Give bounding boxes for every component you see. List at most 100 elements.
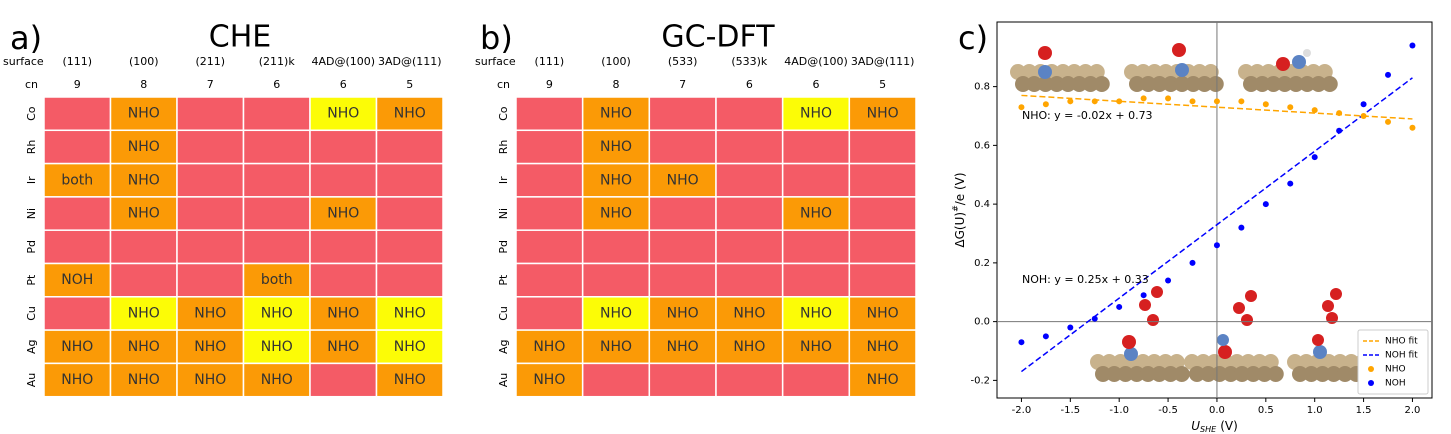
- slab-atom: [1048, 76, 1065, 92]
- cell: [715, 362, 784, 398]
- data-point: [1262, 101, 1269, 108]
- slab-atom: [1325, 366, 1342, 382]
- cell: [375, 229, 444, 265]
- cell-label: NHO: [394, 106, 426, 122]
- x-tick-label: 1.5: [1356, 405, 1372, 416]
- fit-line: [1021, 94, 1413, 120]
- cell: [715, 262, 784, 298]
- slab-atom: [1173, 366, 1190, 382]
- cell: [43, 96, 112, 132]
- legend-swatch: [1368, 380, 1374, 386]
- slab-atom: [1260, 64, 1277, 80]
- molecule-image: [1124, 43, 1224, 92]
- slab-atom: [1090, 354, 1106, 370]
- cell: [715, 296, 784, 331]
- adsorbate-atom: [1151, 286, 1163, 298]
- row-label: Pt: [497, 274, 510, 286]
- cell: [715, 196, 784, 231]
- cell-label: NHO: [327, 206, 359, 222]
- cell: [848, 262, 917, 298]
- slab-atom: [1238, 64, 1254, 80]
- cell: [648, 329, 717, 365]
- slab-atom: [1088, 64, 1105, 80]
- cell: [242, 96, 311, 132]
- cell: [309, 329, 378, 365]
- data-point: [1091, 315, 1098, 322]
- cell: [242, 129, 311, 165]
- column-label: (100): [129, 55, 159, 68]
- x-tick-label: -2.0: [1012, 405, 1032, 416]
- cell: [581, 362, 651, 398]
- fit-annotation: NHO: y = -0.02x + 0.73: [1022, 109, 1153, 122]
- row-header: surface: [475, 55, 516, 68]
- data-point: [1311, 154, 1318, 161]
- cell: [515, 196, 584, 231]
- y-tick-label: 0.2: [974, 258, 990, 269]
- cell: [309, 229, 378, 265]
- slab-atom: [1095, 366, 1111, 382]
- column-label: (111): [535, 55, 565, 68]
- cell-label: both: [61, 172, 93, 188]
- slab-atom: [1211, 366, 1228, 382]
- legend-label: NHO: [1385, 365, 1406, 375]
- slab-atom: [1106, 366, 1123, 382]
- adsorbate-atom: [1122, 335, 1136, 349]
- cell-label: NHO: [261, 372, 293, 388]
- legend-label: NHO fit: [1385, 337, 1418, 347]
- data-point: [1238, 98, 1245, 105]
- column-label: (111): [62, 55, 92, 68]
- cn-label: 8: [140, 78, 147, 91]
- adsorbate-atom: [1322, 300, 1334, 312]
- cell: [242, 162, 311, 198]
- cell-label: NHO: [128, 339, 160, 355]
- cell: [43, 329, 112, 365]
- row-label: Cu: [25, 306, 38, 321]
- molecule-image: [1184, 290, 1284, 382]
- slab-atom: [1174, 76, 1190, 92]
- adsorbate-atom: [1218, 345, 1232, 359]
- cell: [781, 129, 851, 165]
- y-tick-label: 0.4: [974, 199, 990, 210]
- cell-label: NHO: [600, 139, 632, 155]
- slab-atom: [1292, 366, 1308, 382]
- y-tick-label: 0.6: [974, 140, 990, 151]
- adsorbate-atom: [1292, 55, 1306, 69]
- cell: [43, 296, 112, 331]
- cell-label: NHO: [600, 339, 632, 355]
- adsorbate-atom: [1038, 65, 1052, 79]
- slab-atom: [1077, 64, 1094, 80]
- cell-label: NHO: [327, 305, 359, 321]
- cell-label: NHO: [327, 339, 359, 355]
- data-point: [1213, 242, 1220, 249]
- adsorbate-atom: [1233, 302, 1245, 314]
- cell: [176, 129, 245, 165]
- data-point: [1213, 98, 1220, 105]
- x-tick-label: 0.0: [1209, 405, 1225, 416]
- cell: [309, 262, 378, 298]
- cell: [309, 196, 378, 231]
- data-point: [1238, 224, 1245, 231]
- slab-atom: [1251, 354, 1268, 370]
- chart-title: CHE: [209, 20, 271, 55]
- cell: [242, 329, 311, 365]
- cell: [648, 262, 717, 298]
- chart-title: GC-DFT: [661, 20, 775, 55]
- cell-label: NHO: [194, 339, 226, 355]
- slab-atom: [1316, 64, 1333, 80]
- cell-label: NHO: [733, 305, 765, 321]
- data-point: [1262, 201, 1269, 208]
- cell-label: NHO: [800, 305, 832, 321]
- adsorbate-atom: [1172, 43, 1186, 57]
- slab-atom: [1303, 366, 1320, 382]
- cell: [375, 329, 444, 365]
- cn-label: 7: [207, 78, 214, 91]
- cell: [581, 229, 651, 265]
- slab-atom: [1168, 354, 1185, 370]
- cell: [375, 129, 444, 165]
- cell: [309, 362, 378, 398]
- cell: [515, 96, 584, 132]
- cn-label: 9: [546, 78, 553, 91]
- cell: [848, 96, 917, 132]
- slab-atom: [1298, 354, 1315, 370]
- row-label: Au: [25, 373, 38, 388]
